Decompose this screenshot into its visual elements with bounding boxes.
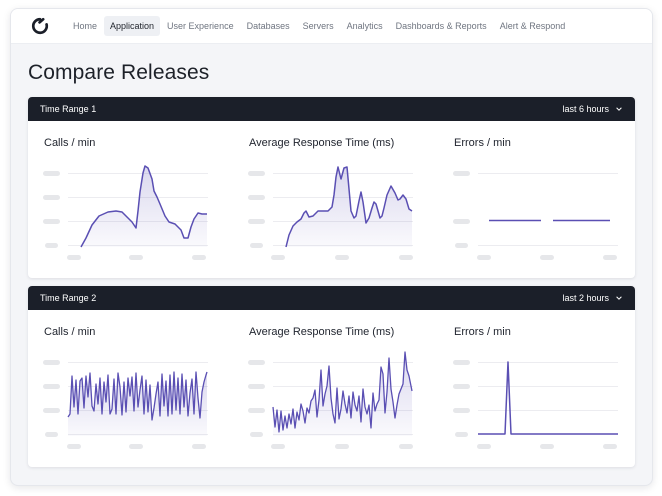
nav-item-dashboards-reports[interactable]: Dashboards & Reports — [395, 21, 487, 31]
chart-title: Errors / min — [454, 137, 511, 149]
nav-item-analytics[interactable]: Analytics — [346, 21, 383, 31]
panel-header: Time Range 1 last 6 hours — [28, 97, 635, 121]
panel-header: Time Range 2 last 2 hours — [28, 286, 635, 310]
time-range-value: last 6 hours — [562, 104, 609, 114]
chart-title: Errors / min — [454, 326, 511, 338]
chart-title: Calls / min — [44, 137, 96, 149]
chart-average-response-time: Average Response Time (ms) — [233, 121, 423, 278]
time-range-value: last 2 hours — [562, 293, 609, 303]
page-title: Compare Releases — [28, 61, 210, 84]
chart-plot — [248, 351, 413, 449]
chart-plot — [248, 166, 413, 260]
chart-errors-per-min: Errors / min — [438, 310, 628, 467]
time-range-panel-2: Time Range 2 last 2 hours Calls / min — [28, 286, 635, 467]
panel-title: Time Range 1 — [40, 104, 97, 114]
chart-plot — [43, 360, 208, 449]
chart-plot — [453, 360, 618, 449]
nav-item-home[interactable]: Home — [73, 21, 98, 31]
nav-item-application[interactable]: Application — [104, 16, 161, 36]
top-navigation: Home Application User Experience Databas… — [11, 9, 652, 44]
chevron-down-icon — [616, 107, 622, 111]
app-logo-icon[interactable] — [31, 17, 49, 35]
chart-title: Calls / min — [44, 326, 96, 338]
time-range-panel-1: Time Range 1 last 6 hours Calls / min — [28, 97, 635, 278]
time-range-dropdown[interactable]: last 2 hours — [562, 293, 623, 303]
chevron-down-icon — [616, 296, 622, 300]
app-window: Home Application User Experience Databas… — [10, 8, 653, 486]
nav-item-databases[interactable]: Databases — [246, 21, 290, 31]
chart-title: Average Response Time (ms) — [249, 137, 395, 149]
time-range-dropdown[interactable]: last 6 hours — [562, 104, 623, 114]
chart-calls-per-min: Calls / min — [28, 310, 218, 467]
chart-title: Average Response Time (ms) — [249, 326, 395, 338]
chart-average-response-time: Average Response Time (ms) — [233, 310, 423, 467]
panel-title: Time Range 2 — [40, 293, 97, 303]
chart-plot — [43, 165, 208, 260]
nav-item-servers[interactable]: Servers — [302, 21, 334, 31]
nav-item-user-experience[interactable]: User Experience — [167, 21, 234, 31]
chart-calls-per-min: Calls / min — [28, 121, 218, 278]
chart-errors-per-min: Errors / min — [438, 121, 628, 278]
chart-plot — [453, 171, 618, 260]
nav-item-alert-respond[interactable]: Alert & Respond — [499, 21, 566, 31]
